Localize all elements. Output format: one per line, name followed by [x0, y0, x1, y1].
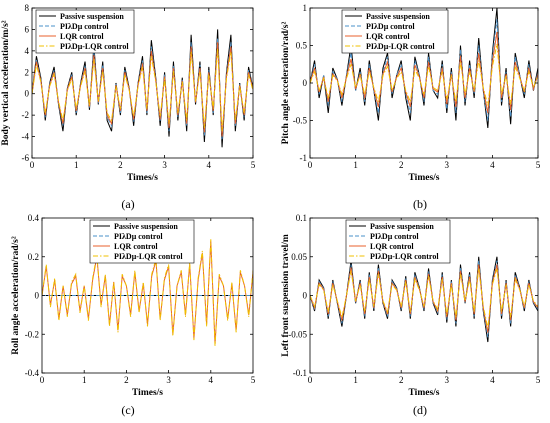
x-tick-label: 1 [82, 375, 87, 385]
x-tick-label: 4 [207, 160, 212, 170]
x-tick-label: 5 [536, 375, 541, 385]
y-tick-label: 0.4 [28, 213, 40, 223]
chart-panel-4: 0 1 2 3 4 5 -0.1 -0.05 0 0.05 0.1 Times/s Left front… [281, 213, 541, 417]
legend-label: PIλDμ control [114, 232, 163, 241]
legend-label: LQR control [114, 242, 158, 251]
x-tick-label: 2 [399, 160, 404, 170]
y-tick-label: -2 [22, 110, 30, 120]
legend-label: PIλDμ control [370, 232, 419, 241]
y-tick-label: 0.1 [296, 213, 307, 223]
panel-caption: (a) [121, 197, 134, 211]
y-tick-label: 0.5 [296, 41, 308, 51]
x-tick-label: 1 [74, 160, 79, 170]
y-tick-label: -0.1 [293, 368, 307, 378]
y-tick-label: 0 [35, 291, 40, 301]
y-tick-label: -0.05 [288, 329, 307, 339]
chart-panel-1: 0 1 2 3 4 5 -6 -4 -2 0 2 4 6 8 Times/s Body vertical ac… [1, 3, 256, 211]
y-tick-label: -6 [22, 153, 30, 163]
x-axis-label: Times/s [127, 173, 158, 183]
x-tick-label: 3 [445, 375, 450, 385]
series-line-3 [310, 264, 538, 333]
legend-label: PIλDμ control [60, 22, 109, 31]
x-tick-label: 0 [40, 375, 45, 385]
y-tick-label: 0 [25, 89, 30, 99]
y-tick-label: 0.2 [28, 252, 39, 262]
x-tick-label: 4 [209, 375, 214, 385]
x-tick-label: 5 [251, 375, 256, 385]
legend-label: PIλDμ control [366, 22, 415, 31]
series-group [42, 239, 253, 346]
x-tick-label: 3 [162, 160, 167, 170]
y-tick-label: 4 [25, 46, 30, 56]
y-axis-label: Pitch angle acceleration/rad/s² [281, 22, 291, 145]
y-tick-label: -0.4 [25, 368, 40, 378]
x-tick-label: 0 [308, 375, 313, 385]
chart-panel-3: 0 1 2 3 4 5 -0.4 -0.2 0 0.2 0.4 Times/s Roll angle a… [11, 213, 256, 417]
legend-label: LQR control [60, 32, 104, 41]
legend-label: Passive suspension [370, 222, 434, 231]
x-tick-label: 4 [490, 375, 495, 385]
x-axis-label: Times/s [409, 388, 440, 398]
x-tick-label: 5 [536, 160, 541, 170]
series-line-4 [310, 43, 538, 106]
series-group [310, 256, 538, 343]
chart-panel-2: 0 1 2 3 4 5 -1 -0.5 0 0.5 1 Times/s Pitch angle acce… [281, 3, 541, 211]
panel-caption: (b) [413, 197, 427, 211]
y-tick-label: -0.5 [293, 116, 308, 126]
legend-label: LQR control [366, 32, 410, 41]
panel-caption: (d) [413, 403, 427, 417]
x-tick-label: 2 [399, 375, 404, 385]
series-line-4 [42, 239, 253, 346]
legend-label: Passive suspension [114, 222, 178, 231]
series-line-2 [310, 19, 538, 121]
y-tick-label: 2 [25, 67, 30, 77]
y-tick-label: -1 [300, 153, 308, 163]
x-tick-label: 3 [166, 375, 171, 385]
y-tick-label: 1 [303, 3, 308, 13]
x-tick-label: 2 [124, 375, 129, 385]
y-axis-label: Body vertical acceleration/m/s² [1, 20, 11, 145]
x-axis-label: Times/s [132, 388, 163, 398]
panel-caption: (c) [121, 403, 134, 417]
series-line-3 [32, 42, 253, 137]
y-tick-label: 0 [303, 291, 308, 301]
y-tick-label: 0.05 [291, 252, 307, 262]
legend-label: Passive suspension [366, 12, 430, 21]
legend-label: Passive suspension [60, 12, 124, 21]
y-axis-label: Left front suspension travel/m [281, 234, 291, 357]
y-axis-label: Roll angle acceleration/rad/s² [11, 236, 21, 355]
series-group [32, 29, 253, 148]
y-tick-label: -0.2 [25, 329, 39, 339]
x-tick-label: 5 [251, 160, 256, 170]
plot-frame [31, 7, 254, 159]
legend-label: LQR control [370, 242, 414, 251]
x-tick-label: 4 [490, 160, 495, 170]
x-tick-label: 0 [308, 160, 313, 170]
y-tick-label: 6 [25, 24, 30, 34]
series-line-4 [310, 268, 538, 329]
series-line-4 [32, 48, 253, 132]
series-group [310, 8, 538, 129]
y-tick-label: -4 [22, 132, 30, 142]
x-tick-label: 2 [118, 160, 123, 170]
x-tick-label: 0 [30, 160, 35, 170]
x-tick-label: 1 [353, 160, 358, 170]
y-tick-label: 0 [303, 78, 308, 88]
x-tick-label: 1 [353, 375, 358, 385]
x-tick-label: 3 [445, 160, 450, 170]
legend-label: PIλDμ-LQR control [370, 252, 439, 261]
y-tick-label: 8 [25, 3, 30, 13]
legend-label: PIλDμ-LQR control [114, 252, 183, 261]
x-axis-label: Times/s [409, 173, 440, 183]
legend-label: PIλDμ-LQR control [366, 42, 435, 51]
legend-label: PIλDμ-LQR control [60, 42, 129, 51]
